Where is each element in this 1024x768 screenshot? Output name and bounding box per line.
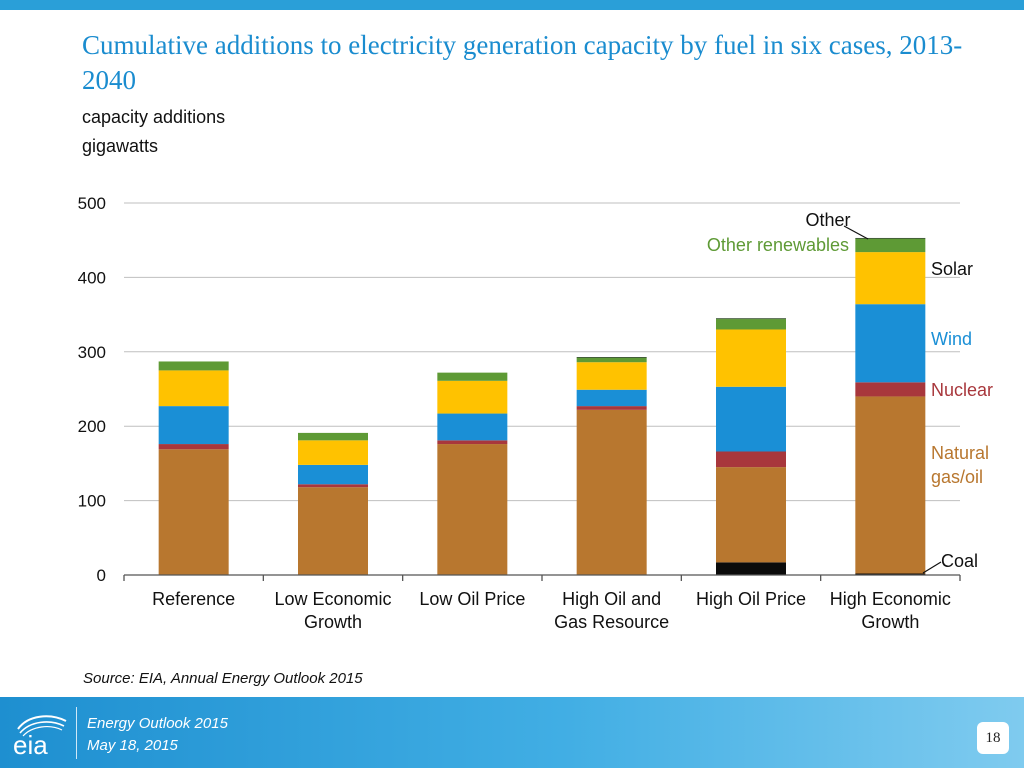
bar-segment-solar <box>437 380 508 414</box>
legend-label-solar: Solar <box>931 259 973 279</box>
legend-leader-coal <box>922 561 942 574</box>
y-axis-ticks: 0 100 200 300 400 500 <box>78 194 106 585</box>
bar-segment-nuclear <box>437 440 508 445</box>
bar-segment-nuclear <box>855 382 926 397</box>
y-tick-label: 300 <box>78 343 106 362</box>
bar-segment-natural_gas_oil <box>855 396 926 574</box>
bar-segment-other <box>576 357 647 358</box>
bar-segment-natural_gas_oil <box>576 409 647 575</box>
page-title: Cumulative additions to electricity gene… <box>82 30 963 95</box>
x-axis-labels: Reference Low Economic Growth Low Oil Price… <box>152 589 951 632</box>
bar-segment-solar <box>298 440 368 465</box>
page-number: 18 <box>977 722 1009 754</box>
bar-segment-other_renewables <box>298 432 368 441</box>
bar-segment-solar <box>576 362 647 390</box>
bar-segment-nuclear <box>298 484 368 488</box>
svg-text:eia: eia <box>13 730 48 759</box>
x-tick-label: Growth <box>861 612 919 632</box>
x-tick-label: Gas Resource <box>554 612 669 632</box>
x-tick-label: Low Oil Price <box>419 589 525 609</box>
bar-segment-other_renewables <box>158 361 229 371</box>
bar-segment-other_renewables <box>855 238 926 253</box>
x-tick-label: High Oil Price <box>696 589 806 609</box>
legend-label-nuclear: Nuclear <box>931 380 993 400</box>
gridlines <box>124 202 960 502</box>
footer-date: May 18, 2015 <box>87 737 178 754</box>
bar-segment-nuclear <box>158 444 229 450</box>
bar-segment-other_renewables <box>437 372 508 381</box>
eia-logo-icon: eia <box>13 715 67 759</box>
legend-label-other: Other <box>805 210 850 230</box>
bar-segment-wind <box>716 386 786 452</box>
y-tick-label: 500 <box>78 194 106 213</box>
bar-segment-solar <box>855 252 926 305</box>
x-tick-label: Reference <box>152 589 235 609</box>
bar-segment-wind <box>298 464 368 485</box>
source-note: Source: EIA, Annual Energy Outlook 2015 <box>83 670 363 687</box>
x-tick-label: Growth <box>304 612 362 632</box>
bar-segment-other <box>855 237 926 239</box>
stacked-bar-chart: 0 100 200 300 400 500 Reference Low Economic Gr… <box>78 194 993 632</box>
y-tick-label: 200 <box>78 417 106 436</box>
bar-segment-coal <box>716 562 786 575</box>
x-tick-label: Low Economic <box>274 589 391 609</box>
x-axis <box>123 574 961 581</box>
bar-segment-other_renewables <box>576 357 647 363</box>
bar-segment-nuclear <box>716 451 786 468</box>
x-tick-label: High Oil and <box>562 589 661 609</box>
bar-segment-solar <box>716 329 786 387</box>
bar-segment-solar <box>158 370 229 407</box>
bar-segment-nuclear <box>576 406 647 410</box>
bar-segment-other_renewables <box>716 319 786 330</box>
chart-subtitle-units-label: capacity additions <box>82 107 226 127</box>
bars <box>158 237 926 575</box>
legend-leader-other <box>843 225 869 240</box>
legend-label-natural-gas-oil: Natural <box>931 443 989 463</box>
bar-segment-wind <box>158 406 229 445</box>
bar-segment-natural_gas_oil <box>437 444 508 575</box>
legend-label-other-renewables: Other renewables <box>707 235 849 255</box>
top-accent-bar <box>0 0 1024 10</box>
footer-report-title: Energy Outlook 2015 <box>87 715 228 732</box>
chart-subtitle-unit: gigawatts <box>82 136 159 156</box>
y-tick-label: 400 <box>78 268 106 287</box>
bar-segment-natural_gas_oil <box>158 449 229 575</box>
bar-segment-natural_gas_oil <box>298 487 368 575</box>
bar-segment-coal <box>855 573 926 575</box>
legend: Other Other renewables Solar Wind Nuclear Nat… <box>707 210 993 574</box>
bar-segment-wind <box>855 304 926 383</box>
bar-segment-natural_gas_oil <box>716 467 786 563</box>
legend-label-wind: Wind <box>931 329 972 349</box>
y-tick-label: 100 <box>78 492 106 511</box>
legend-label-natural-gas-oil-line2: gas/oil <box>931 467 983 487</box>
x-tick-label: High Economic <box>830 589 951 609</box>
legend-label-coal: Coal <box>941 551 978 571</box>
footer-bar: eia Energy Outlook 2015 May 18, 2015 18 <box>0 697 1024 768</box>
bar-segment-wind <box>437 413 508 441</box>
bar-segment-wind <box>576 389 647 407</box>
logo-divider <box>76 707 77 759</box>
y-tick-label: 0 <box>97 566 106 585</box>
bar-segment-other <box>716 318 786 320</box>
